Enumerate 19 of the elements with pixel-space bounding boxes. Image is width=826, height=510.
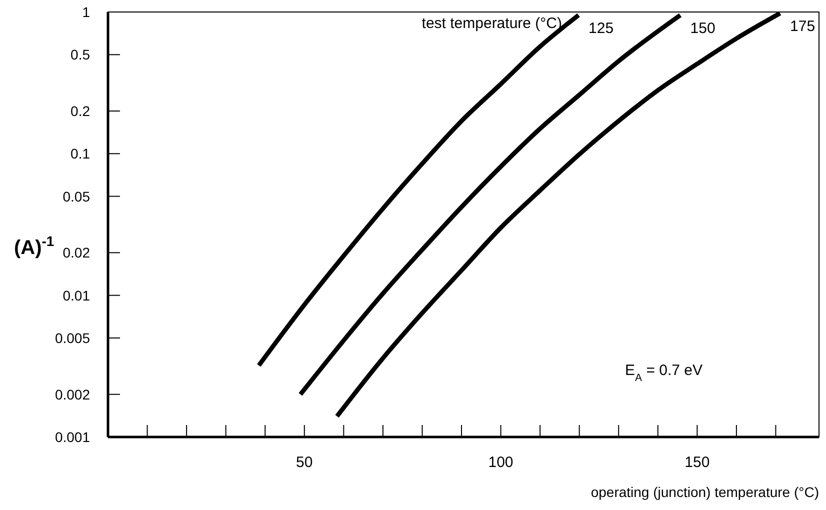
y-tick-label: 0.5: [70, 46, 90, 63]
series-label: 125: [588, 20, 614, 38]
y-tick-label: 0.1: [70, 146, 90, 162]
x-tick-label: 50: [296, 454, 313, 471]
y-tick-label: 0.001: [54, 429, 90, 445]
y-tick-label: 0.005: [54, 330, 90, 346]
y-tick-label: 1: [82, 4, 90, 20]
y-tick-label: 0.01: [62, 287, 90, 304]
y-tick-label: 0.2: [70, 103, 90, 120]
annotation: E$_{A}$ = 0.7 eV: [625, 362, 702, 384]
series-label: 150: [690, 20, 716, 38]
x-tick-label: 100: [488, 454, 514, 471]
y-tick-label: 0.02: [62, 244, 90, 261]
x-axis-title: operating (junction) temperature (°C): [590, 484, 819, 500]
y-tick-label: 0.05: [62, 188, 90, 204]
x-tick-label: 150: [684, 454, 710, 471]
y-axis-title: (A)$^{-1}$: [14, 233, 54, 259]
series-label: 175: [790, 18, 816, 36]
y-tick-label: 0.002: [54, 386, 90, 402]
